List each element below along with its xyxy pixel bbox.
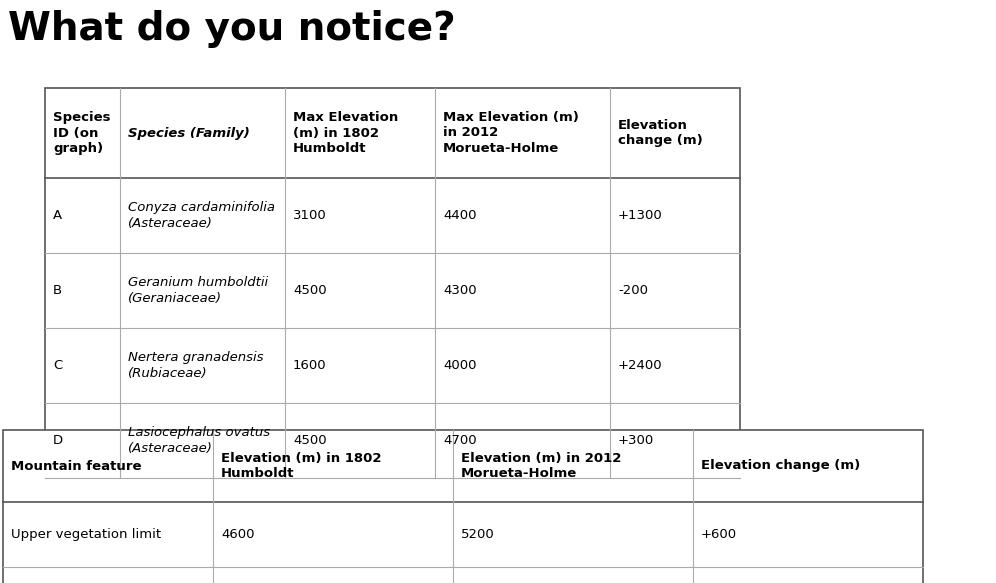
Text: 4700: 4700 <box>443 434 477 447</box>
Bar <box>3 430 923 583</box>
Text: +2400: +2400 <box>618 359 662 372</box>
Bar <box>45 88 740 478</box>
Text: 4300: 4300 <box>443 284 477 297</box>
Text: Elevation
change (m): Elevation change (m) <box>618 119 703 147</box>
Text: 4400: 4400 <box>443 209 476 222</box>
Text: +1300: +1300 <box>618 209 662 222</box>
Text: Elevation (m) in 1802
Humboldt: Elevation (m) in 1802 Humboldt <box>221 452 381 480</box>
Text: 4600: 4600 <box>221 528 255 541</box>
Text: Conyza cardaminifolia
(Asteraceae): Conyza cardaminifolia (Asteraceae) <box>128 201 275 230</box>
Text: Species (Family): Species (Family) <box>128 127 250 139</box>
Text: D: D <box>53 434 63 447</box>
Text: B: B <box>53 284 62 297</box>
Text: 4000: 4000 <box>443 359 476 372</box>
Text: 4500: 4500 <box>293 434 327 447</box>
Text: A: A <box>53 209 62 222</box>
Text: Geranium humboldtii
(Geraniaceae): Geranium humboldtii (Geraniaceae) <box>128 276 268 305</box>
Text: 4500: 4500 <box>293 284 327 297</box>
Text: Max Elevation (m)
in 2012
Morueta-Holme: Max Elevation (m) in 2012 Morueta-Holme <box>443 111 579 155</box>
Text: Elevation change (m): Elevation change (m) <box>701 459 861 472</box>
Text: Lasiocephalus ovatus
(Asteraceae): Lasiocephalus ovatus (Asteraceae) <box>128 426 270 455</box>
Text: 5200: 5200 <box>461 528 495 541</box>
Text: Mountain feature: Mountain feature <box>11 459 141 472</box>
Text: +600: +600 <box>701 528 737 541</box>
Text: What do you notice?: What do you notice? <box>8 10 455 48</box>
Text: +300: +300 <box>618 434 654 447</box>
Text: C: C <box>53 359 62 372</box>
Text: Upper vegetation limit: Upper vegetation limit <box>11 528 161 541</box>
Text: -200: -200 <box>618 284 648 297</box>
Text: Nertera granadensis
(Rubiaceae): Nertera granadensis (Rubiaceae) <box>128 351 264 380</box>
Text: 3100: 3100 <box>293 209 327 222</box>
Text: 1600: 1600 <box>293 359 327 372</box>
Text: Elevation (m) in 2012
Morueta-Holme: Elevation (m) in 2012 Morueta-Holme <box>461 452 622 480</box>
Text: Species
ID (on
graph): Species ID (on graph) <box>53 111 111 155</box>
Text: Max Elevation
(m) in 1802
Humboldt: Max Elevation (m) in 1802 Humboldt <box>293 111 398 155</box>
